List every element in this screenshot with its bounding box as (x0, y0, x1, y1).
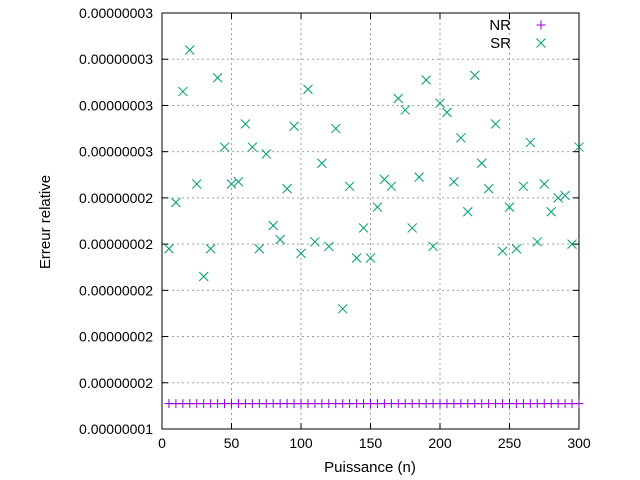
data-point-sr (316, 158, 327, 169)
data-point-sr (476, 158, 487, 169)
y-tick-label: 0.00000002 (79, 375, 153, 391)
data-point-sr (226, 179, 237, 189)
data-point-sr (240, 119, 251, 129)
x-tick-label: 100 (289, 435, 313, 451)
data-point-sr (177, 86, 188, 97)
y-tick-label: 0.00000002 (79, 329, 153, 345)
legend-label-sr: SR (490, 35, 511, 52)
data-point-sr (574, 142, 584, 152)
x-tick-label: 200 (428, 435, 452, 451)
data-point-sr (337, 303, 348, 314)
data-point-sr (511, 243, 522, 254)
series-sr (164, 45, 584, 314)
data-point-sr (567, 239, 577, 249)
x-tick-label: 300 (567, 435, 591, 451)
data-point-sr (525, 137, 536, 148)
legend: NR SR (489, 17, 546, 52)
data-point-sr (365, 253, 376, 263)
data-point-sr (323, 241, 334, 252)
data-point-sr (268, 220, 279, 231)
legend-marker-nr (536, 20, 546, 30)
data-point-sr (490, 119, 501, 129)
data-point-sr (393, 93, 404, 104)
x-tick-label: 50 (224, 435, 240, 451)
x-axis-tick-labels: 0 50 100 150 200 250 300 (158, 435, 591, 451)
legend-marker-sr (536, 38, 546, 48)
data-point-sr (296, 248, 306, 259)
data-point-sr (303, 84, 313, 95)
data-point-sr (275, 234, 286, 245)
data-point-sr (428, 241, 438, 252)
data-point-sr (400, 105, 411, 115)
plot-area-border (161, 12, 580, 430)
data-point-sr (532, 236, 543, 247)
data-point-sr (407, 223, 418, 233)
data-point-sr (330, 123, 341, 134)
data-point-sr (205, 243, 216, 254)
y-tick-label: 0.00000003 (79, 144, 153, 160)
data-point-sr (462, 206, 473, 217)
data-point-sr (435, 98, 445, 108)
y-tick-label: 0.00000003 (79, 97, 153, 113)
data-point-sr (289, 121, 299, 132)
data-point-sr (212, 72, 223, 83)
grid (162, 13, 579, 429)
legend-symbol-sr (536, 38, 546, 48)
data-point-sr (310, 236, 320, 247)
data-point-sr (455, 132, 466, 143)
y-axis-title: Erreur relative (37, 175, 54, 269)
legend-symbol-nr (536, 20, 546, 30)
data-point-sr (351, 253, 362, 263)
data-point-sr (442, 107, 452, 118)
data-point-sr (261, 149, 272, 159)
data-point-sr (198, 271, 209, 282)
data-point-sr (553, 193, 564, 203)
y-tick-label: 0.00000003 (79, 51, 153, 67)
data-point-sr (191, 179, 202, 189)
y-tick-label: 0.00000003 (79, 5, 153, 21)
x-tick-label: 250 (498, 435, 522, 451)
data-point-sr (358, 223, 369, 233)
y-tick-label: 0.00000001 (79, 421, 153, 437)
data-point-sr (219, 142, 230, 152)
data-series (164, 45, 584, 409)
data-point-sr (469, 70, 480, 81)
data-point-sr (483, 183, 494, 194)
x-tick-label: 150 (359, 435, 383, 451)
y-tick-label: 0.00000002 (79, 190, 153, 206)
data-point-sr (414, 172, 425, 182)
data-point-sr (372, 202, 383, 212)
legend-label-nr: NR (489, 17, 511, 34)
x-tick-label: 0 (158, 435, 166, 451)
data-point-sr (560, 190, 570, 201)
data-point-sr (184, 45, 195, 55)
data-point-sr (497, 246, 508, 256)
data-point-sr (449, 176, 459, 187)
data-point-sr (164, 243, 174, 254)
data-point-sr (247, 142, 258, 152)
data-point-sr (504, 202, 515, 212)
y-axis-tick-labels: 0.00000001 0.00000002 0.00000002 0.00000002… (79, 5, 153, 437)
x-axis-title: Puissance (n) (324, 459, 416, 476)
axis-ticks (161, 12, 580, 430)
data-point-sr (254, 243, 265, 254)
data-point-sr (171, 197, 181, 208)
data-point-sr (386, 181, 397, 192)
y-tick-label: 0.00000002 (79, 236, 153, 252)
data-point-sr (233, 176, 244, 187)
data-point-sr (539, 179, 550, 189)
data-point-sr (344, 181, 355, 192)
data-point-sr (282, 183, 292, 194)
data-point-sr (546, 206, 557, 217)
data-point-sr (421, 75, 431, 85)
data-point-sr (518, 181, 529, 192)
y-tick-label: 0.00000002 (79, 282, 153, 298)
series-nr (164, 399, 584, 409)
